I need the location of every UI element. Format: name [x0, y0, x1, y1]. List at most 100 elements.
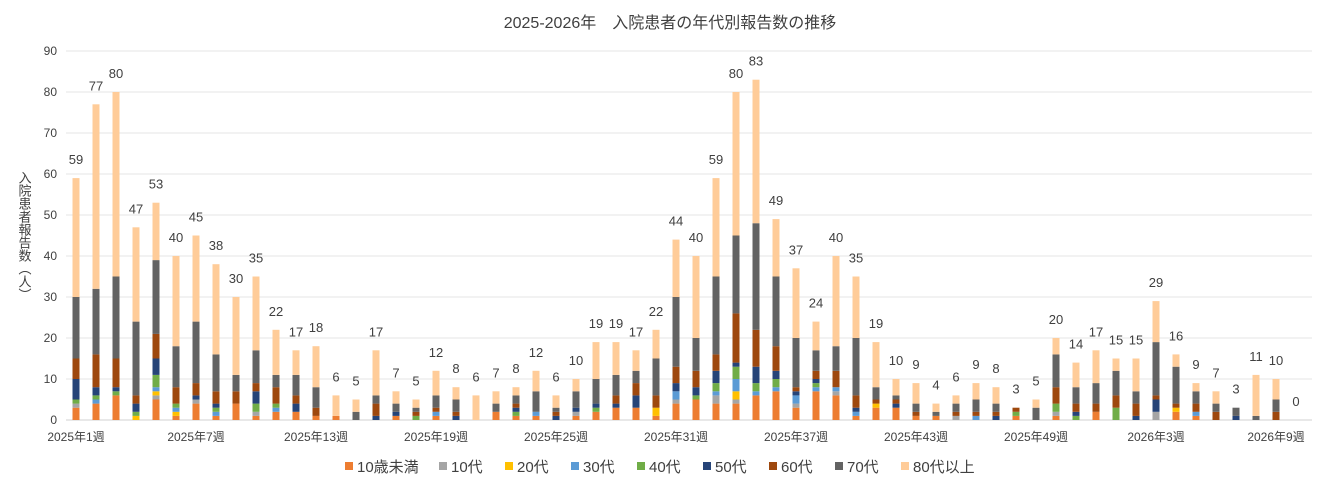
- bar-segment: [972, 383, 980, 400]
- bar-segment: [332, 415, 340, 420]
- bar-segment: [1172, 403, 1180, 408]
- bar-segment: [412, 407, 420, 412]
- bar-segment: [852, 395, 860, 408]
- total-data-label: 15: [1109, 333, 1123, 348]
- bar-segment: [92, 403, 100, 420]
- total-data-label: 18: [309, 320, 323, 335]
- bar-segment: [212, 354, 220, 392]
- bar-segment: [592, 342, 600, 379]
- bar-segment: [292, 411, 300, 420]
- bar-segment: [912, 411, 920, 416]
- bar-segment: [572, 379, 580, 392]
- total-data-label: 14: [1069, 337, 1083, 352]
- bar-segment: [652, 415, 660, 420]
- bar-segment: [1232, 415, 1240, 420]
- bar-segment: [192, 399, 200, 404]
- bar-segment: [112, 276, 120, 359]
- legend-swatch: [835, 462, 843, 470]
- bar-segment: [832, 256, 840, 347]
- x-tick-label: 2025年19週: [404, 430, 468, 444]
- total-data-label: 4: [932, 378, 939, 393]
- bar-segment: [612, 374, 620, 396]
- bar-segment: [732, 235, 740, 314]
- bar-segment: [1272, 411, 1280, 420]
- total-data-label: 9: [1192, 357, 1199, 372]
- total-data-label: 9: [912, 357, 919, 372]
- bar-segment: [192, 403, 200, 420]
- bar-segment: [672, 239, 680, 297]
- total-data-label: 9: [972, 357, 979, 372]
- bar-segment: [1112, 395, 1120, 408]
- bar-segment: [752, 223, 760, 330]
- legend-label: 70代: [847, 459, 879, 476]
- bar-segment: [132, 227, 140, 322]
- bar-segment: [732, 366, 740, 379]
- bar-segment: [692, 370, 700, 388]
- bar-segment: [552, 395, 560, 408]
- bar-segment: [712, 395, 720, 404]
- bar-segment: [592, 403, 600, 408]
- bar-segment: [1172, 411, 1180, 420]
- bar-segment: [592, 407, 600, 412]
- y-tick-label: 30: [44, 290, 58, 304]
- bar-segment: [1192, 391, 1200, 404]
- bar-segment: [732, 92, 740, 236]
- total-data-label: 6: [952, 369, 959, 384]
- bar-segment: [952, 415, 960, 420]
- bar-segment: [72, 178, 80, 297]
- legend-item: 30代: [571, 459, 615, 476]
- bar-segment: [712, 276, 720, 355]
- bar-segment: [532, 415, 540, 420]
- bar-segment: [892, 379, 900, 396]
- total-data-label: 37: [789, 242, 803, 257]
- x-tick-label: 2025年13週: [284, 430, 348, 444]
- bar-segment: [732, 399, 740, 404]
- bar-segment: [1192, 411, 1200, 416]
- bar-segment: [1132, 358, 1140, 392]
- bar-segment: [752, 329, 760, 367]
- bar-segment: [152, 399, 160, 420]
- y-tick-label: 60: [44, 167, 58, 181]
- bar-segment: [632, 350, 640, 371]
- bar-segment: [792, 268, 800, 338]
- total-data-label: 40: [829, 230, 843, 245]
- bar-segment: [992, 403, 1000, 412]
- bar-segment: [872, 407, 880, 420]
- bar-segment: [492, 391, 500, 404]
- legend-swatch: [571, 462, 579, 470]
- bar-segment: [152, 358, 160, 375]
- total-data-label: 47: [129, 201, 143, 216]
- bar-segment: [432, 411, 440, 416]
- bar-segment: [292, 403, 300, 412]
- bar-segment: [1052, 338, 1060, 355]
- legend-label: 10代: [451, 459, 483, 476]
- bar-segment: [652, 358, 660, 396]
- bar-segment: [432, 415, 440, 420]
- bar-segment: [792, 395, 800, 404]
- bar-segment: [1252, 415, 1260, 420]
- x-tick-label: 2025年43週: [884, 430, 948, 444]
- bar-segment: [252, 411, 260, 416]
- bar-segment: [132, 395, 140, 404]
- total-data-label: 24: [809, 296, 823, 311]
- bar-segment: [872, 342, 880, 388]
- bar-segment: [892, 395, 900, 400]
- bar-segment: [752, 383, 760, 392]
- total-data-label: 17: [1089, 324, 1103, 339]
- total-data-label: 17: [289, 324, 303, 339]
- bar-segment: [832, 391, 840, 396]
- total-data-label: 20: [1049, 312, 1063, 327]
- total-data-label: 10: [1269, 353, 1283, 368]
- total-data-label: 17: [369, 324, 383, 339]
- bar-segment: [132, 415, 140, 420]
- bar-segment: [892, 403, 900, 408]
- bar-segment: [172, 403, 180, 408]
- legend-item: 70代: [835, 459, 879, 476]
- bar-segment: [632, 383, 640, 396]
- bar-segment: [812, 387, 820, 392]
- bar-segment: [272, 407, 280, 412]
- legend: 10歳未満 10代 20代 30代 40代 50代 60代 70代 80代以上: [345, 459, 975, 476]
- total-data-label: 6: [472, 369, 479, 384]
- bar-segment: [612, 342, 620, 375]
- bar-segment: [772, 391, 780, 420]
